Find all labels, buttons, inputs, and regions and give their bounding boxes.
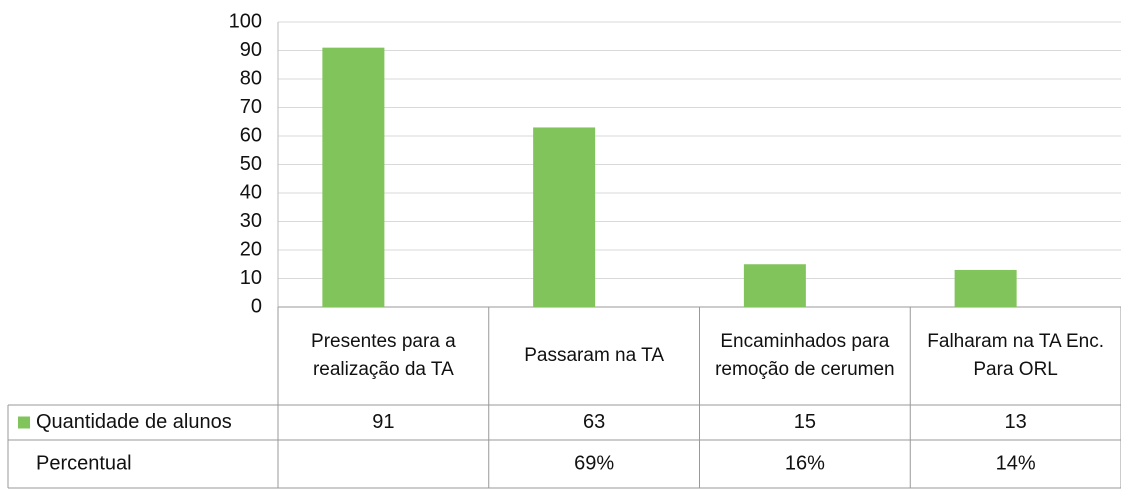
category-label: Encaminhados para remoção de cerumen [715,331,895,380]
y-tick-label: 10 [240,267,262,289]
y-tick-label: 90 [240,39,262,61]
table-value: 15 [794,411,816,433]
legend-label: Quantidade de alunos [36,411,232,433]
y-tick-label: 70 [240,96,262,118]
y-tick-label: 0 [251,295,262,317]
table-value: 16% [785,452,825,474]
table-value: 13 [1005,411,1027,433]
y-tick-label: 60 [240,124,262,146]
y-tick-label: 30 [240,210,262,232]
category-label: Falharam na TA Enc. Para ORL [927,331,1104,380]
bar [954,269,1017,307]
y-tick-label: 20 [240,238,262,260]
table-value: 14% [996,452,1036,474]
y-tick-label: 40 [240,181,262,203]
bar [743,264,806,307]
y-tick-label: 50 [240,153,262,175]
table-value: 63 [583,411,605,433]
legend-swatch [18,416,30,429]
table-row-label: Percentual [36,452,132,474]
bar [533,127,596,307]
bar [322,47,385,308]
table-value: 69% [574,452,614,474]
y-tick-label: 100 [229,10,262,32]
y-tick-label: 80 [240,67,262,89]
category-label: Passaram na TA [524,345,664,366]
category-label: Presentes para a realização da TA [311,331,456,380]
table-value: 91 [372,411,394,433]
